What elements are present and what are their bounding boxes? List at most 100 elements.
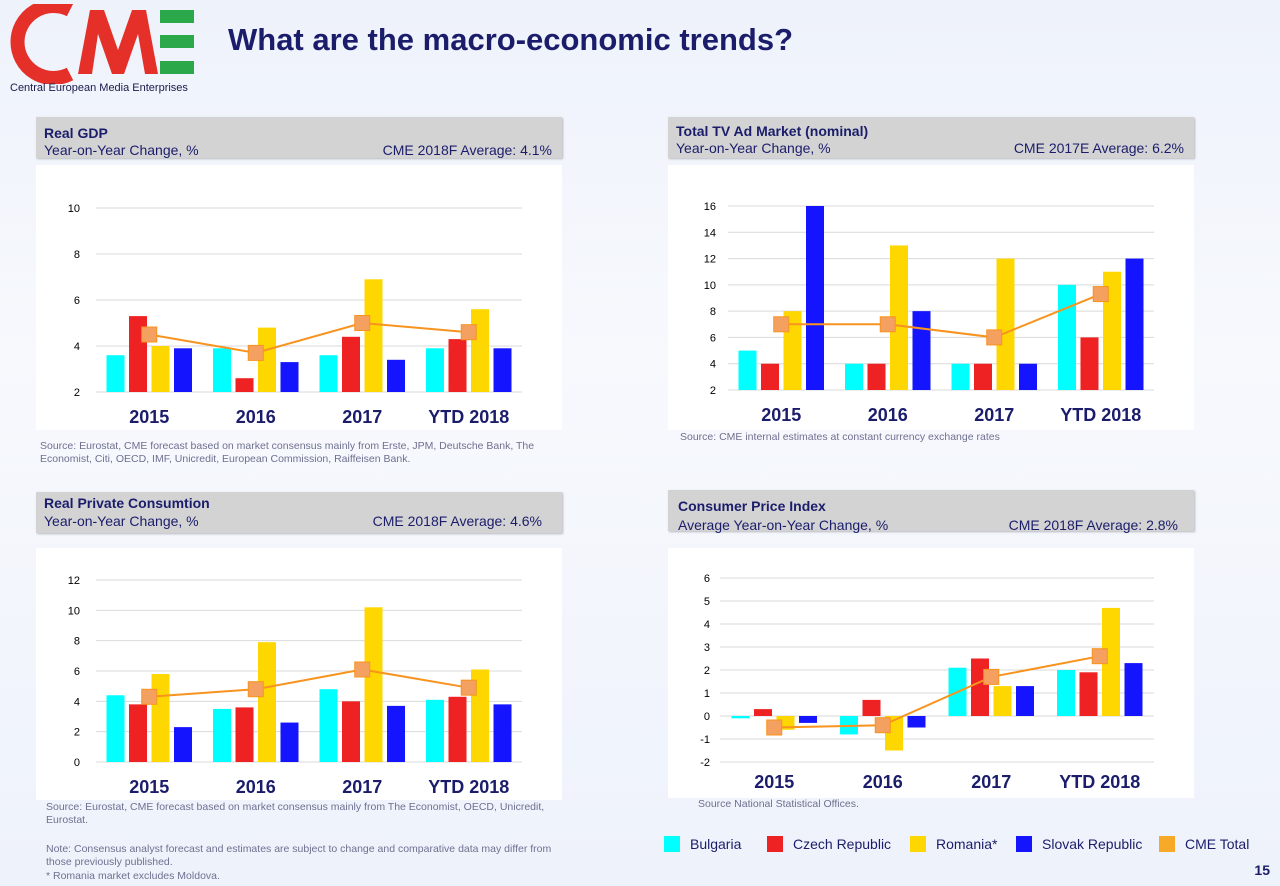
cme-total-marker-1 [247,344,264,361]
bar-bulgaria-2 [319,355,338,392]
bar-romania--2 [364,607,383,762]
legend-swatch-czech [767,836,783,852]
tv-chart: 2 4 6 8 10 12 14 16 2015 2016 2017 YTD 2018 [668,165,1194,430]
y-tick-label: 2 [704,665,710,677]
bar-slovak-republic-2 [387,359,405,392]
y-tick-label: 6 [74,666,80,678]
consumption-subtitle: Year-on-Year Change, % [44,513,199,529]
cme-total-marker-0 [141,688,158,705]
bar-czech-republic-3 [448,696,467,762]
category-label: 2015 [129,407,169,427]
bar-czech-republic-0 [129,704,147,762]
bar-bulgaria-2 [319,689,338,762]
cpi-header: Consumer Price Index Average Year-on-Yea… [668,490,1194,533]
cpi-chart: -2 -1 0 1 2 3 4 5 6 2015 2016 2017 YTD 2018 [668,548,1194,798]
bar-czech-republic-1 [235,707,254,762]
legend-label-bulgaria: Bulgaria [690,836,742,852]
y-tick-label: 12 [704,254,716,266]
bar-bulgaria-0 [106,355,125,392]
cpi-title: Consumer Price Index [678,498,826,514]
bar-bulgaria-1 [213,708,231,762]
gdp-source: Source: Eurostat, CME forecast based on … [40,440,535,465]
bar-slovak-republic-1 [280,722,299,762]
cme-total-line [781,293,1102,339]
category-label: 2016 [868,405,908,425]
cme-total-marker-0 [773,316,790,333]
cme-total-line [149,668,469,698]
consumption-average: CME 2018F Average: 4.6% [372,513,542,529]
y-tick-label: 16 [704,201,716,213]
bar-slovak-republic-3 [493,704,512,762]
bar-bulgaria-1 [213,348,231,392]
logo-subtitle: Central European Media Enterprises [10,82,188,94]
gdp-header: Real GDP Year-on-Year Change, % CME 2018… [36,117,562,158]
legend-swatch-bulgaria [664,836,680,852]
bar-slovak-republic-3 [493,348,512,392]
legend-item-bulgaria: Bulgaria [664,836,741,852]
y-tick-label: 4 [74,341,80,353]
y-tick-label: 6 [704,573,710,585]
bar-czech-republic-3 [1080,337,1099,390]
category-label: YTD 2018 [428,407,509,427]
gdp-average: CME 2018F Average: 4.1% [382,142,552,158]
bar-czech-republic-0 [754,709,772,716]
bar-romania--2 [364,279,383,392]
cme-total-marker-2 [986,329,1003,346]
bar-slovak-republic-0 [174,727,192,762]
y-tick-label: 4 [704,619,710,631]
cme-logo [8,0,198,96]
legend-swatch-cme-total [1159,836,1175,852]
category-label: 2017 [342,407,382,427]
cme-total-marker-2 [983,668,1000,685]
bar-czech-republic-2 [342,336,360,392]
bar-slovak-republic-0 [799,716,817,723]
bar-romania--3 [471,309,489,392]
bar-romania--1 [258,327,276,392]
bar-slovak-republic-2 [1019,363,1037,390]
gdp-chart: 2 4 6 8 10 2015 2016 2017 YTD 2018 [36,165,562,430]
y-tick-label: 0 [704,711,710,723]
category-label: 2016 [236,777,276,797]
category-label: 2015 [761,405,801,425]
cme-total-marker-0 [141,326,158,343]
bar-slovak-republic-0 [174,348,192,392]
cpi-average: CME 2018F Average: 2.8% [1008,517,1178,533]
cpi-subtitle: Average Year-on-Year Change, % [678,517,889,533]
cme-total-marker-1 [874,717,891,734]
gdp-title: Real GDP [44,125,108,141]
bar-bulgaria-3 [1058,284,1076,390]
bar-bulgaria-0 [731,716,750,719]
bar-slovak-republic-3 [1124,663,1143,716]
category-label: YTD 2018 [428,777,509,797]
category-label: YTD 2018 [1060,405,1141,425]
bar-romania--2 [996,258,1015,390]
bar-czech-republic-2 [342,701,360,762]
bar-bulgaria-1 [845,363,863,390]
cpi-source: Source National Statistical Offices. [698,798,859,810]
y-tick-label: 8 [710,306,716,318]
y-tick-label: -1 [700,734,710,746]
bar-slovak-republic-2 [387,705,405,762]
y-tick-label: 10 [704,280,716,292]
legend-swatch-romania [910,836,926,852]
cme-total-marker-3 [460,679,477,696]
bar-slovak-republic-2 [1016,686,1034,716]
romania-note: * Romania market excludes Moldova. [46,870,220,882]
y-tick-label: 3 [704,642,710,654]
bar-slovak-republic-1 [912,311,931,390]
bar-czech-republic-1 [235,378,254,392]
consumption-header: Real Private Consumtion Year-on-Year Cha… [36,492,562,533]
category-label: 2017 [974,405,1014,425]
bar-bulgaria-3 [426,699,444,762]
y-tick-label: 8 [74,636,80,648]
note-text: Note: Consensus analyst forecast and est… [46,843,552,868]
bar-romania--1 [890,245,908,390]
y-tick-label: 2 [74,727,80,739]
bar-romania--0 [151,346,170,392]
bar-romania--3 [1102,607,1120,716]
y-tick-label: 0 [74,757,80,769]
cme-total-marker-3 [1091,648,1108,665]
y-tick-label: 5 [704,596,710,608]
tv-title: Total TV Ad Market (nominal) [676,123,869,139]
legend-item-cme-total: CME Total [1159,836,1249,852]
